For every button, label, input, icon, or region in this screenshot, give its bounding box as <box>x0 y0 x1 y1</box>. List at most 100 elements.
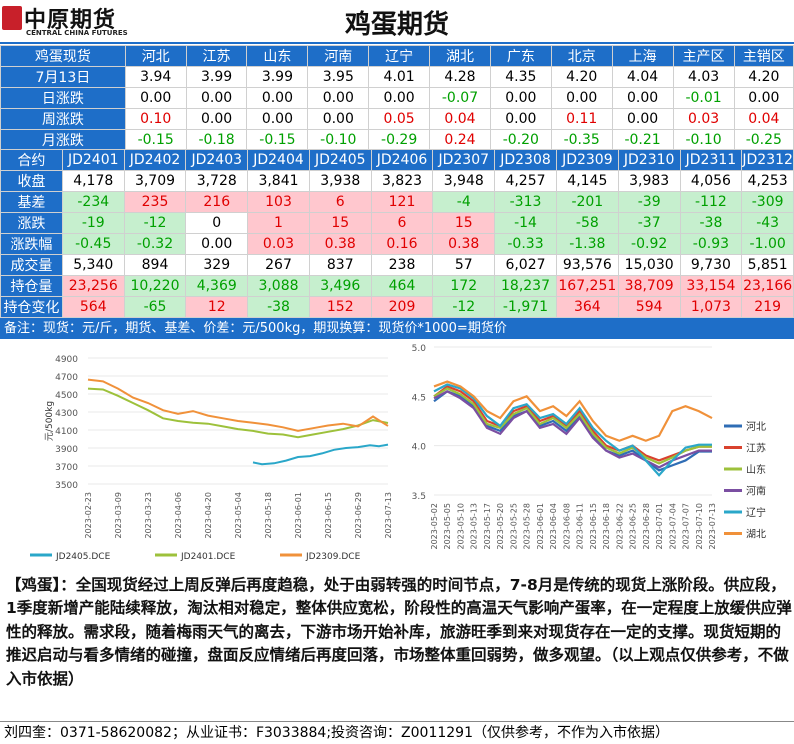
table-cell: 267 <box>247 254 310 276</box>
table-cell: -0.32 <box>123 233 187 255</box>
table-cell: 172 <box>432 275 496 297</box>
legend-label: 江苏 <box>746 442 766 455</box>
table-cell: -0.15 <box>246 129 309 151</box>
table-cell: 4,145 <box>555 170 619 192</box>
table-cell: 837 <box>308 254 372 276</box>
table-row: 成交量 5,340 894 329 267 837 238 57 6,027 93,576 15,0… <box>0 254 794 276</box>
x-tick-label: 2023-05-10 <box>456 503 465 550</box>
table-cell: 0.16 <box>370 233 434 255</box>
table-cell: 15,030 <box>617 254 681 276</box>
table-cell: 57 <box>432 254 496 276</box>
y-tick-label: 3.5 <box>412 492 426 502</box>
table-cell: 0.00 <box>185 87 248 109</box>
y-tick-label: 4700 <box>55 373 78 383</box>
page-title: 鸡蛋期货 <box>344 10 449 40</box>
spot-header: 主销区 <box>733 45 794 67</box>
row-label: 成交量 <box>0 254 63 276</box>
table-cell: 3.99 <box>246 66 309 88</box>
table-cell: -12 <box>123 212 187 234</box>
row-label: 涨跌幅 <box>0 233 63 255</box>
table-cell: -1.38 <box>555 233 619 255</box>
spot-price-table: 鸡蛋现货 河北 江苏 山东 河南 辽宁 湖北 广东 北京 上海 主产区 主销区 7月13日 3.94 3.9… <box>0 45 794 151</box>
table-cell: 0.00 <box>307 87 370 109</box>
spot-price-chart: 3.5 4.0 4.5 5.0 2023-05-02 2023-05-05 2023-05-… <box>412 344 766 550</box>
futures-header: JD2308 <box>494 149 557 171</box>
x-tick-label: 2023-06-18 <box>602 503 611 550</box>
row-label: 月涨跌 <box>0 129 126 151</box>
table-cell: -0.20 <box>489 129 552 151</box>
table-cell: 103 <box>247 191 310 213</box>
x-tick-label: 2023-07-01 <box>655 503 664 550</box>
table-cell: 464 <box>370 275 434 297</box>
x-tick-label: 2023-07-04 <box>668 503 677 550</box>
table-cell: 4.20 <box>733 66 794 88</box>
table-cell: -58 <box>555 212 619 234</box>
x-tick-label: 2023-06-25 <box>629 503 638 550</box>
table-cell: 3.94 <box>124 66 187 88</box>
legend-label: 河南 <box>746 485 766 498</box>
table-cell: 0.00 <box>611 87 674 109</box>
table-cell: 894 <box>123 254 187 276</box>
table-cell: -0.93 <box>679 233 743 255</box>
x-tick-label: 2023-03-09 <box>114 492 123 539</box>
spot-header: 河北 <box>124 45 187 67</box>
table-cell: -112 <box>679 191 743 213</box>
series-line <box>87 378 389 432</box>
futures-header: JD2310 <box>617 149 681 171</box>
futures-header: JD2311 <box>679 149 743 171</box>
row-label: 7月13日 <box>0 66 126 88</box>
series-line <box>433 390 712 469</box>
table-cell: -19 <box>61 212 125 234</box>
table-cell: 219 <box>741 296 794 318</box>
series-line <box>87 387 389 439</box>
table-cell: -1,971 <box>494 296 557 318</box>
table-row: 7月13日 3.94 3.99 3.99 3.95 4.01 4.28 4.35 4.20 4.0… <box>0 66 794 88</box>
table-cell: 5,340 <box>61 254 125 276</box>
spot-header: 山东 <box>246 45 309 67</box>
x-tick-label: 2023-02-23 <box>84 492 93 539</box>
table-row: 持仓变化 564 -65 12 -38 152 209 -12 -1,971 364 594 1,07… <box>0 296 794 318</box>
spot-header: 辽宁 <box>368 45 431 67</box>
table-cell: 10,220 <box>123 275 187 297</box>
table-cell: 4.03 <box>672 66 735 88</box>
table-cell: -12 <box>432 296 496 318</box>
table-cell: 0.38 <box>308 233 372 255</box>
table-cell: 3,496 <box>308 275 372 297</box>
table-cell: 1,073 <box>679 296 743 318</box>
table-cell: -39 <box>617 191 681 213</box>
table-cell: -234 <box>61 191 125 213</box>
table-cell: -65 <box>123 296 187 318</box>
table-cell: 3,088 <box>247 275 310 297</box>
x-tick-label: 2023-07-10 <box>695 503 704 550</box>
analyst-contact: 刘四奎：0371-58620082；从业证书：F3033884;投资咨询：Z00… <box>0 721 794 744</box>
table-cell: 3,823 <box>370 170 434 192</box>
series-line <box>433 387 712 465</box>
table-cell: 4,178 <box>61 170 125 192</box>
table-cell: 0.00 <box>124 87 187 109</box>
futures-header: JD2405 <box>308 149 372 171</box>
spot-header: 湖北 <box>429 45 491 67</box>
table-cell: -0.21 <box>611 129 674 151</box>
row-label: 涨跌 <box>0 212 63 234</box>
table-cell: 167,251 <box>555 275 619 297</box>
table-cell: 15 <box>432 212 496 234</box>
table-cell: -313 <box>494 191 557 213</box>
table-cell: 38,709 <box>617 275 681 297</box>
table-cell: 0.03 <box>672 108 735 130</box>
row-label: 收盘 <box>0 170 63 192</box>
table-cell: 4.04 <box>611 66 674 88</box>
market-commentary: 【鸡蛋】：全国现货经过上周反弹后再度趋稳，处于由弱转强的时间节点，7-8月是传统… <box>6 576 792 688</box>
table-cell: 0.00 <box>246 87 309 109</box>
table-cell: 364 <box>555 296 619 318</box>
table-cell: -0.33 <box>494 233 557 255</box>
x-tick-label: 2023-07-13 <box>708 503 717 550</box>
table-cell: 4.20 <box>550 66 613 88</box>
spot-header: 广东 <box>489 45 552 67</box>
units-note: 备注：现货：元/斤，期货、基差、价差：元/500kg，期现换算：现货价*1000… <box>0 318 794 339</box>
table-cell: 0.04 <box>733 108 794 130</box>
y-tick-label: 4.0 <box>412 443 427 453</box>
table-cell: 209 <box>370 296 434 318</box>
table-cell: 6 <box>308 191 372 213</box>
x-tick-label: 2023-07-07 <box>682 503 691 550</box>
table-cell: -0.92 <box>617 233 681 255</box>
